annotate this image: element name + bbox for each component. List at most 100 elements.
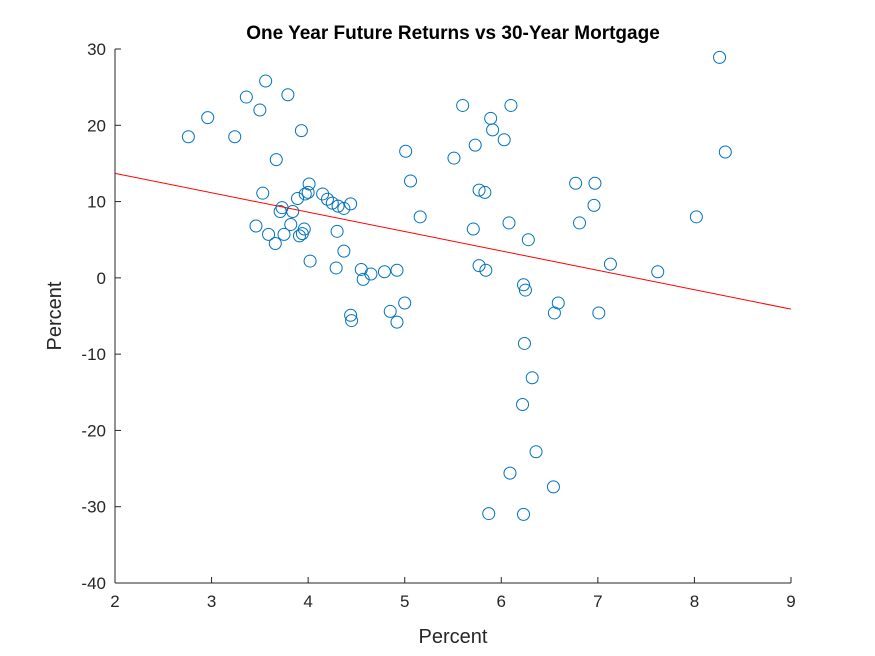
trend-line xyxy=(114,172,792,310)
data-point xyxy=(447,151,461,165)
data-point xyxy=(284,217,298,231)
data-point xyxy=(472,259,486,273)
data-point xyxy=(253,103,267,117)
data-point xyxy=(344,308,358,322)
data-point xyxy=(478,185,492,199)
data-point xyxy=(331,199,345,213)
data-point xyxy=(316,187,330,201)
data-point xyxy=(587,198,601,212)
data-point xyxy=(516,507,530,521)
x-tick-label: 8 xyxy=(690,592,699,611)
y-tick-label: 20 xyxy=(87,116,106,135)
chart-title: One Year Future Returns vs 30-Year Mortg… xyxy=(246,23,660,44)
data-point xyxy=(239,90,253,104)
y-tick-label: -20 xyxy=(81,421,106,440)
data-point xyxy=(291,192,305,206)
data-point xyxy=(503,466,517,480)
data-point xyxy=(281,88,295,102)
data-point xyxy=(456,98,470,112)
data-point xyxy=(390,263,404,277)
data-point xyxy=(201,111,215,125)
data-points xyxy=(181,50,732,521)
x-tick-label: 3 xyxy=(207,592,216,611)
data-point xyxy=(573,216,587,230)
data-point xyxy=(529,445,543,459)
x-axis-label: Percent xyxy=(419,626,488,648)
y-tick-label: 0 xyxy=(97,269,106,288)
data-point xyxy=(302,177,316,191)
data-point xyxy=(518,283,532,297)
data-point xyxy=(286,204,300,218)
data-point xyxy=(294,124,308,138)
data-point xyxy=(320,192,334,206)
data-point xyxy=(517,336,531,350)
data-point xyxy=(466,222,480,236)
data-point xyxy=(337,201,351,215)
data-point xyxy=(256,186,270,200)
data-point xyxy=(344,197,358,211)
data-point xyxy=(399,144,413,158)
data-point xyxy=(497,133,511,147)
data-point xyxy=(269,153,283,167)
data-point xyxy=(504,98,518,112)
x-tick-label: 7 xyxy=(593,592,602,611)
data-point xyxy=(181,130,195,144)
data-point xyxy=(228,130,242,144)
data-point xyxy=(713,50,727,64)
data-point xyxy=(546,480,560,494)
x-tick-label: 5 xyxy=(400,592,409,611)
data-point xyxy=(262,227,276,241)
y-tick-label: 10 xyxy=(87,193,106,212)
data-point xyxy=(337,244,351,258)
x-tick-label: 2 xyxy=(110,592,119,611)
data-point xyxy=(292,229,306,243)
data-point xyxy=(479,263,493,277)
data-point xyxy=(551,296,565,310)
data-point xyxy=(521,233,535,247)
data-point xyxy=(325,196,339,210)
data-point xyxy=(259,74,273,88)
data-point xyxy=(329,261,343,275)
axes: 2 3 4 5 6 7 8 9 -40 -30 -20 -10 0 10 20 30 xyxy=(81,40,795,611)
data-point xyxy=(525,371,539,385)
data-point xyxy=(303,254,317,268)
data-point xyxy=(592,306,606,320)
data-point xyxy=(603,257,617,271)
data-point xyxy=(398,296,412,310)
data-point xyxy=(268,237,282,251)
data-point xyxy=(390,315,404,329)
data-point xyxy=(330,224,344,238)
data-point xyxy=(413,210,427,224)
x-tick-label: 6 xyxy=(497,592,506,611)
data-point xyxy=(301,185,315,199)
y-axis-label: Percent xyxy=(44,281,66,350)
y-tick-label: -30 xyxy=(81,498,106,517)
data-point xyxy=(468,138,482,152)
data-point xyxy=(472,183,486,197)
data-point xyxy=(482,507,496,521)
data-point xyxy=(277,227,291,241)
data-point xyxy=(516,397,530,411)
data-point xyxy=(588,176,602,190)
x-tick-label: 4 xyxy=(303,592,312,611)
data-point xyxy=(486,123,500,137)
y-tick-label: -10 xyxy=(81,345,106,364)
data-point xyxy=(689,210,703,224)
data-point xyxy=(377,265,391,279)
data-point xyxy=(718,145,732,159)
data-point xyxy=(651,265,665,279)
y-tick-label: 30 xyxy=(87,40,106,59)
x-tick-label: 9 xyxy=(786,592,795,611)
data-point xyxy=(516,278,530,292)
data-point xyxy=(569,176,583,190)
data-point xyxy=(364,267,378,281)
data-point xyxy=(345,314,359,328)
y-tick-label: -40 xyxy=(81,574,106,593)
data-point xyxy=(484,111,498,125)
data-point xyxy=(404,174,418,188)
data-point xyxy=(383,304,397,318)
data-point xyxy=(297,222,311,236)
data-point xyxy=(249,219,263,233)
data-point xyxy=(502,216,516,230)
